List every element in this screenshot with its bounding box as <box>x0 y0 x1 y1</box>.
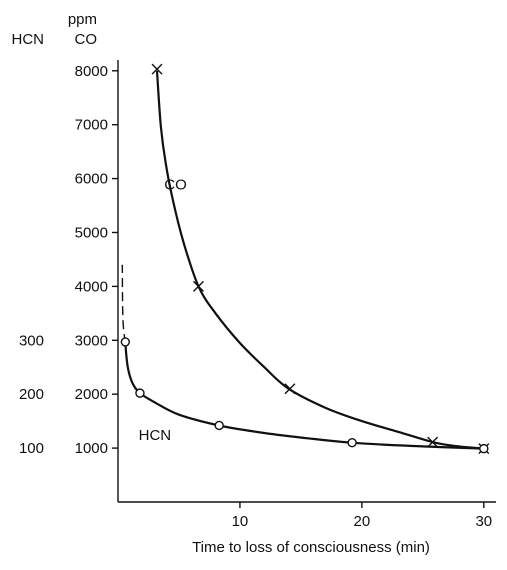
hcn-point <box>136 389 144 397</box>
hcn-point <box>121 338 129 346</box>
series-annotation: CO <box>164 176 187 193</box>
x-tick-label: 30 <box>475 513 492 530</box>
y-axis-title: CO <box>75 31 98 48</box>
chart-marks <box>121 64 488 453</box>
y-tick-label: 1000 <box>75 440 108 457</box>
secondary-tick-label: 200 <box>19 386 44 403</box>
x-axis-title: Time to loss of consciousness (min) <box>192 539 430 556</box>
secondary-tick-label: 300 <box>19 332 44 349</box>
co-point <box>285 384 295 394</box>
hcn-curve <box>125 343 484 449</box>
hcn-point <box>215 421 223 429</box>
y-tick-label: 5000 <box>75 224 108 241</box>
hcn-extrapolation <box>122 265 125 343</box>
hcn-point <box>480 445 488 453</box>
y-tick-label: 3000 <box>75 332 108 349</box>
y-tick-label: 2000 <box>75 386 108 403</box>
y-tick-label: 8000 <box>75 63 108 80</box>
series-annotation: HCN <box>139 427 172 444</box>
x-tick-label: 10 <box>232 513 249 530</box>
chart-labels: 1000 2000 3000 4000 5000 6000 7000 8000 100 200 30… <box>12 11 493 556</box>
secondary-tick-label: 100 <box>19 440 44 457</box>
secondary-axis-title: HCN <box>12 31 45 48</box>
y-axis-unit: ppm <box>68 11 97 28</box>
y-tick-label: 4000 <box>75 278 108 295</box>
y-tick-label: 7000 <box>75 117 108 134</box>
y-tick-label: 6000 <box>75 171 108 188</box>
co-point <box>193 281 203 291</box>
co-curve <box>157 71 484 449</box>
hcn-point <box>348 439 356 447</box>
x-tick-label: 20 <box>354 513 371 530</box>
